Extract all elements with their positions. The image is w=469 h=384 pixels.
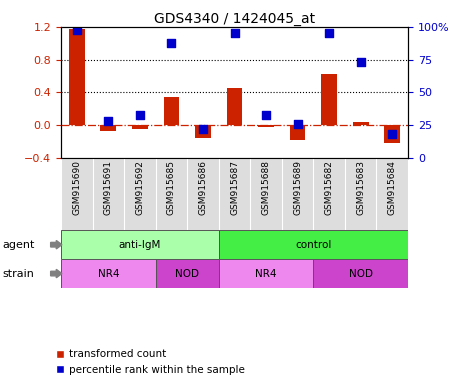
Point xyxy=(357,59,364,65)
Text: NOD: NOD xyxy=(175,268,199,278)
Text: GSM915686: GSM915686 xyxy=(198,160,207,215)
Text: GSM915682: GSM915682 xyxy=(325,160,333,215)
Bar xyxy=(258,125,274,127)
Bar xyxy=(69,28,84,125)
Point xyxy=(136,112,144,118)
Text: GSM915690: GSM915690 xyxy=(72,160,81,215)
Text: NOD: NOD xyxy=(349,268,373,278)
Text: NR4: NR4 xyxy=(255,268,277,278)
Text: control: control xyxy=(295,240,332,250)
Bar xyxy=(219,230,408,259)
Legend: transformed count, percentile rank within the sample: transformed count, percentile rank withi… xyxy=(52,345,249,379)
Bar xyxy=(219,259,313,288)
Bar xyxy=(353,122,369,125)
Point xyxy=(167,40,175,46)
Text: GSM915689: GSM915689 xyxy=(293,160,302,215)
Bar xyxy=(195,125,211,137)
Text: strain: strain xyxy=(2,268,34,278)
Bar xyxy=(313,259,408,288)
Text: agent: agent xyxy=(2,240,35,250)
Text: GSM915692: GSM915692 xyxy=(136,160,144,215)
Bar xyxy=(164,97,179,125)
Bar xyxy=(61,230,219,259)
Point xyxy=(105,118,112,124)
Point xyxy=(199,126,207,132)
Title: GDS4340 / 1424045_at: GDS4340 / 1424045_at xyxy=(154,12,315,26)
Bar xyxy=(290,125,305,140)
Text: GSM915685: GSM915685 xyxy=(167,160,176,215)
Point xyxy=(231,30,238,36)
Point xyxy=(325,30,333,36)
Text: NR4: NR4 xyxy=(98,268,119,278)
Text: GSM915691: GSM915691 xyxy=(104,160,113,215)
Point xyxy=(262,112,270,118)
Bar xyxy=(385,125,400,143)
Text: anti-IgM: anti-IgM xyxy=(119,240,161,250)
Bar xyxy=(100,125,116,131)
Bar xyxy=(61,259,156,288)
Text: GSM915688: GSM915688 xyxy=(262,160,271,215)
Bar xyxy=(227,88,242,125)
Text: GSM915683: GSM915683 xyxy=(356,160,365,215)
Bar xyxy=(132,125,148,129)
Point xyxy=(294,121,302,127)
Text: GSM915684: GSM915684 xyxy=(388,160,397,215)
Bar xyxy=(321,74,337,125)
Point xyxy=(73,26,81,33)
Bar xyxy=(156,259,219,288)
Text: GSM915687: GSM915687 xyxy=(230,160,239,215)
Point xyxy=(388,131,396,137)
